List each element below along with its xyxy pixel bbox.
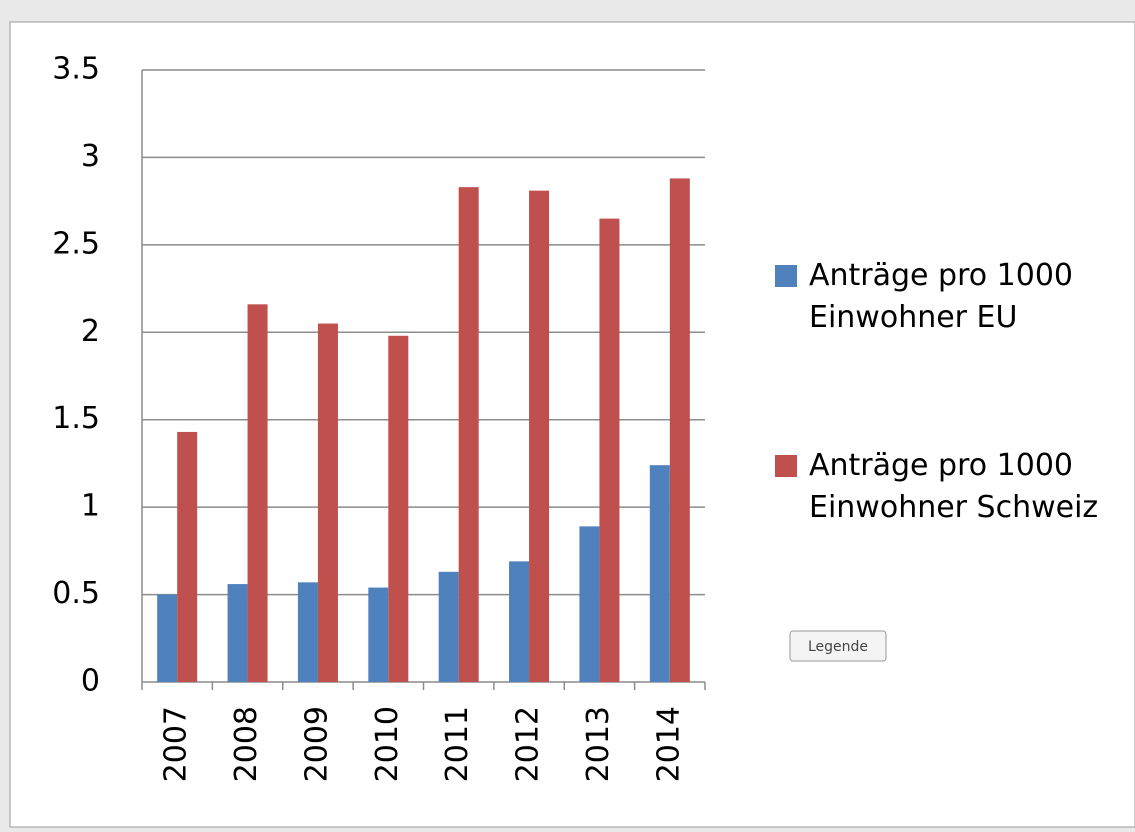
bar [157,594,178,682]
y-tick-label: 1 [81,489,100,524]
y-tick-label: 2.5 [52,226,100,261]
x-tick-label: 2014 [651,706,686,782]
tooltip: Legende [808,639,868,655]
y-tick-label: 0.5 [52,576,100,611]
y-tick-label: 3 [81,139,100,174]
bar [177,431,198,682]
legend-swatch [775,265,797,287]
bar [669,178,690,682]
bar [599,218,620,682]
bar [368,587,389,682]
bar [579,526,600,682]
bar [247,304,268,682]
x-tick-label: 2007 [159,706,194,782]
bar [438,571,459,682]
x-tick-label: 2009 [299,706,334,782]
x-tick-label: 2013 [581,706,616,782]
y-tick-label: 1.5 [52,401,100,436]
y-tick-label: 2 [81,314,100,349]
bar [388,335,409,682]
x-tick-label: 2008 [229,706,264,782]
bar [509,561,530,682]
x-tick-label: 2011 [440,706,475,782]
bar [458,187,479,682]
bar [227,584,248,682]
x-tick-label: 2010 [370,706,405,782]
bar [317,323,338,682]
chart-area [9,21,1135,828]
legend-swatch [775,455,797,477]
tooltip-box [789,630,887,662]
legend-label: Anträge pro 1000 Einwohner Schweiz [809,448,1098,525]
y-tick-label: 3.5 [52,52,100,87]
x-tick-label: 2012 [511,706,546,782]
bar [529,190,550,682]
bar [297,582,318,682]
legend-label: Anträge pro 1000 Einwohner EU [809,258,1083,335]
y-tick-label: 0 [81,664,100,699]
bar [649,465,670,682]
